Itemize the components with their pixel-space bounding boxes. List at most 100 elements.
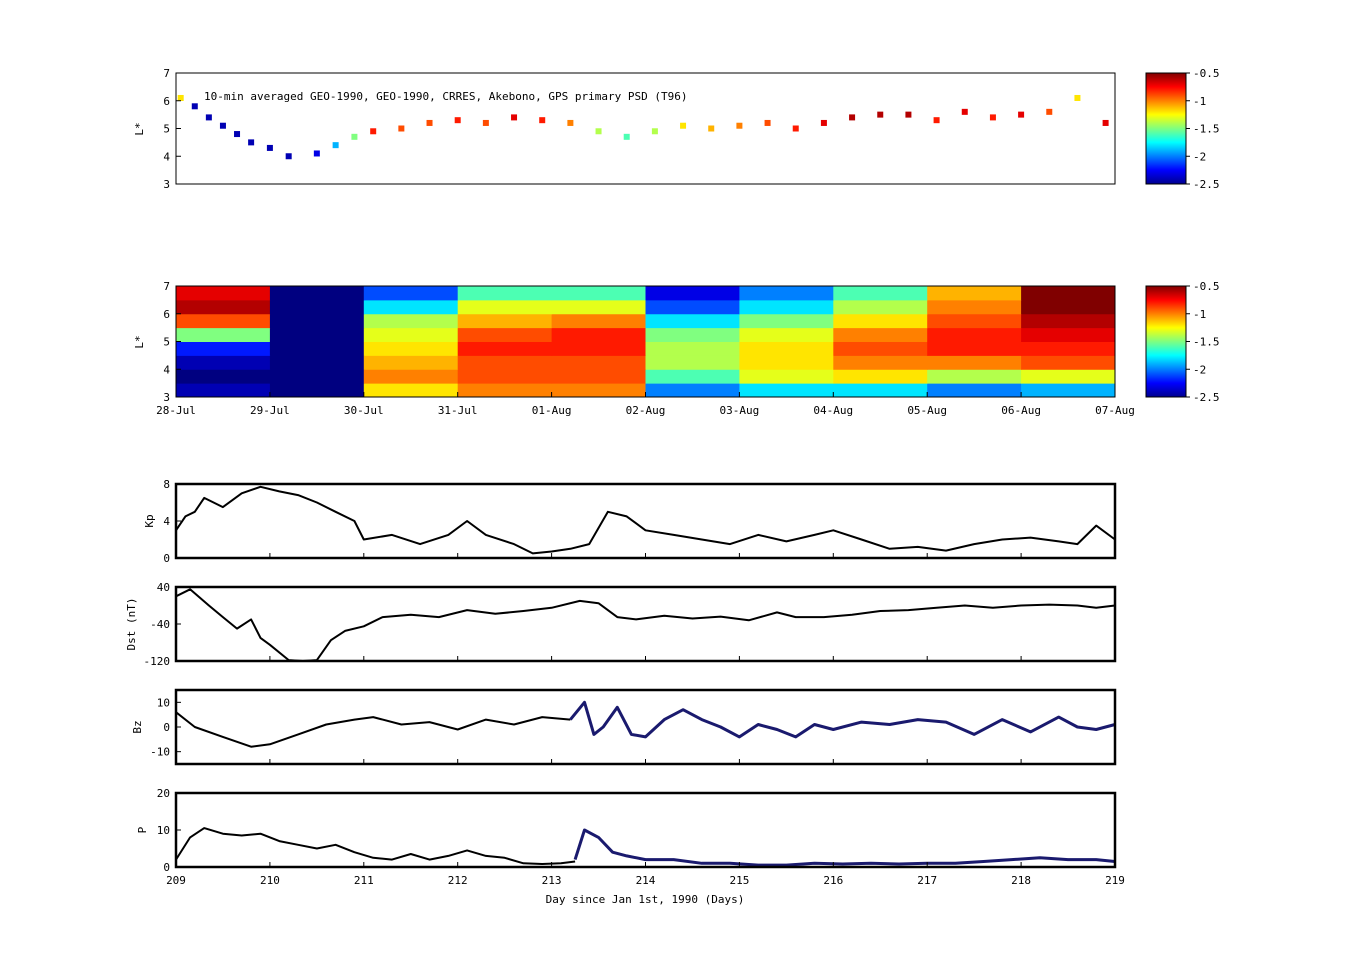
heatmap-cell	[363, 313, 459, 329]
dst-axes-box	[174, 585, 1117, 663]
ytick-label: -40	[150, 618, 170, 631]
dst-plot	[175, 588, 1116, 662]
reanalysis-psd-yticks: 3 4 5 6 7	[163, 280, 181, 404]
bz-plot	[175, 700, 1116, 748]
ytick-label: 4	[163, 150, 170, 163]
psd-point	[511, 114, 518, 121]
ytick-label: -120	[144, 655, 171, 668]
heatmap-cell	[551, 341, 646, 356]
heatmap-cell	[363, 286, 459, 301]
psd-point	[482, 119, 489, 126]
panel-kp: 0 4 8 Kp	[143, 478, 1117, 565]
heatmap-cell	[176, 327, 271, 342]
heatmap-cell	[1021, 327, 1116, 342]
psd-point	[205, 114, 212, 121]
panel-reanalysis-psd: 3 4 5 6 7 28-Jul 29-Jul 30-Jul 31-Jul 01-Aug 02-A…	[133, 280, 1220, 417]
psd-point	[285, 153, 292, 160]
kp-xtickmarks	[175, 553, 1116, 558]
heatmap-cell	[551, 286, 646, 301]
ytick-label: 4	[163, 515, 170, 528]
psd-point	[961, 108, 968, 115]
series-line	[573, 828, 1116, 867]
xtick-label: 214	[636, 874, 656, 887]
psd-point	[680, 122, 687, 129]
heatmap-cell	[739, 327, 834, 342]
heatmap-cell	[645, 383, 740, 398]
kp-yticks: 0 4 8	[163, 478, 181, 565]
psd-point	[820, 119, 827, 126]
colorbar-tick-label: -0.5	[1193, 67, 1220, 80]
heatmap-cell	[363, 341, 459, 356]
heatmap-cell	[833, 286, 928, 301]
xtick-label: 29-Jul	[250, 404, 290, 417]
heatmap-cell	[457, 369, 553, 384]
heatmap-cell	[833, 313, 928, 329]
heatmap-cell	[739, 355, 834, 370]
kp-axes-box	[174, 482, 1117, 560]
xtick-label: 218	[1011, 874, 1031, 887]
heatmap-cell	[363, 369, 459, 384]
colorbar-tick-label: -1	[1193, 95, 1206, 108]
heatmap-cell	[551, 369, 646, 384]
heatmap-cell	[645, 286, 740, 301]
observed-psd-colorbar	[1145, 72, 1187, 185]
heatmap-cell	[833, 299, 928, 315]
psd-point	[398, 125, 405, 132]
heatmap-cell	[176, 369, 271, 384]
psd-point	[351, 133, 358, 140]
psd-point	[651, 128, 658, 135]
heatmap-cell	[645, 313, 740, 329]
psd-point	[219, 122, 226, 129]
kp-ylabel: Kp	[143, 514, 156, 527]
kp-plot	[175, 485, 1116, 555]
heatmap-cell	[1021, 313, 1116, 329]
heatmap-cell	[833, 383, 928, 398]
heatmap-cell	[739, 341, 834, 356]
psd-point	[454, 117, 461, 124]
psd-point	[933, 117, 940, 124]
ytick-label: 6	[163, 308, 170, 321]
heatmap-cell	[363, 355, 459, 370]
psd-point	[370, 128, 377, 135]
psd-point	[623, 133, 630, 140]
heatmap-cell	[269, 286, 365, 301]
heatmap-cell	[363, 299, 459, 315]
xtick-label: 217	[917, 874, 937, 887]
psd-annotation: 10-min averaged GEO-1990, GEO-1990, CRRE…	[204, 90, 687, 103]
x-axis-label: Day since Jan 1st, 1990 (Days)	[546, 893, 745, 906]
heatmap-cell	[927, 327, 1022, 342]
ytick-label: 7	[163, 280, 170, 293]
xtick-label: 05-Aug	[907, 404, 947, 417]
heatmap-cell	[363, 327, 459, 342]
psd-point	[313, 150, 320, 157]
observed-psd-colorbar-ticks: -0.5 -1 -1.5 -2 -2.5	[1186, 67, 1220, 191]
heatmap-cell	[833, 327, 928, 342]
psd-point	[792, 125, 799, 132]
p-ylabel: P	[136, 826, 149, 833]
panel-dst: -120 -40 40 Dst (nT)	[125, 581, 1117, 668]
xtick-label: 216	[823, 874, 843, 887]
heatmap-cell	[176, 299, 271, 315]
heatmap-cell	[1021, 383, 1116, 398]
psd-point	[849, 114, 856, 121]
heatmap-cell	[176, 383, 271, 398]
ytick-label: 0	[163, 861, 170, 874]
heatmap-cell	[176, 286, 271, 301]
heatmap-cell	[551, 299, 646, 315]
heatmap-cell	[1021, 341, 1116, 356]
heatmap-cell	[833, 369, 928, 384]
heatmap-cell	[269, 299, 365, 315]
psd-point	[248, 139, 255, 146]
series-line	[175, 827, 576, 865]
ytick-label: 0	[163, 552, 170, 565]
psd-point	[332, 142, 339, 149]
heatmap-cell	[269, 355, 365, 370]
colorbar-tick-label: -2	[1193, 150, 1206, 163]
p-plot	[175, 827, 1116, 867]
bz-ylabel: Bz	[131, 720, 144, 733]
series-line	[569, 700, 1116, 739]
date-xticks: 28-Jul 29-Jul 30-Jul 31-Jul 01-Aug 02-Aug 03-A…	[156, 392, 1135, 417]
xtick-label: 04-Aug	[813, 404, 853, 417]
xtick-label: 07-Aug	[1095, 404, 1135, 417]
